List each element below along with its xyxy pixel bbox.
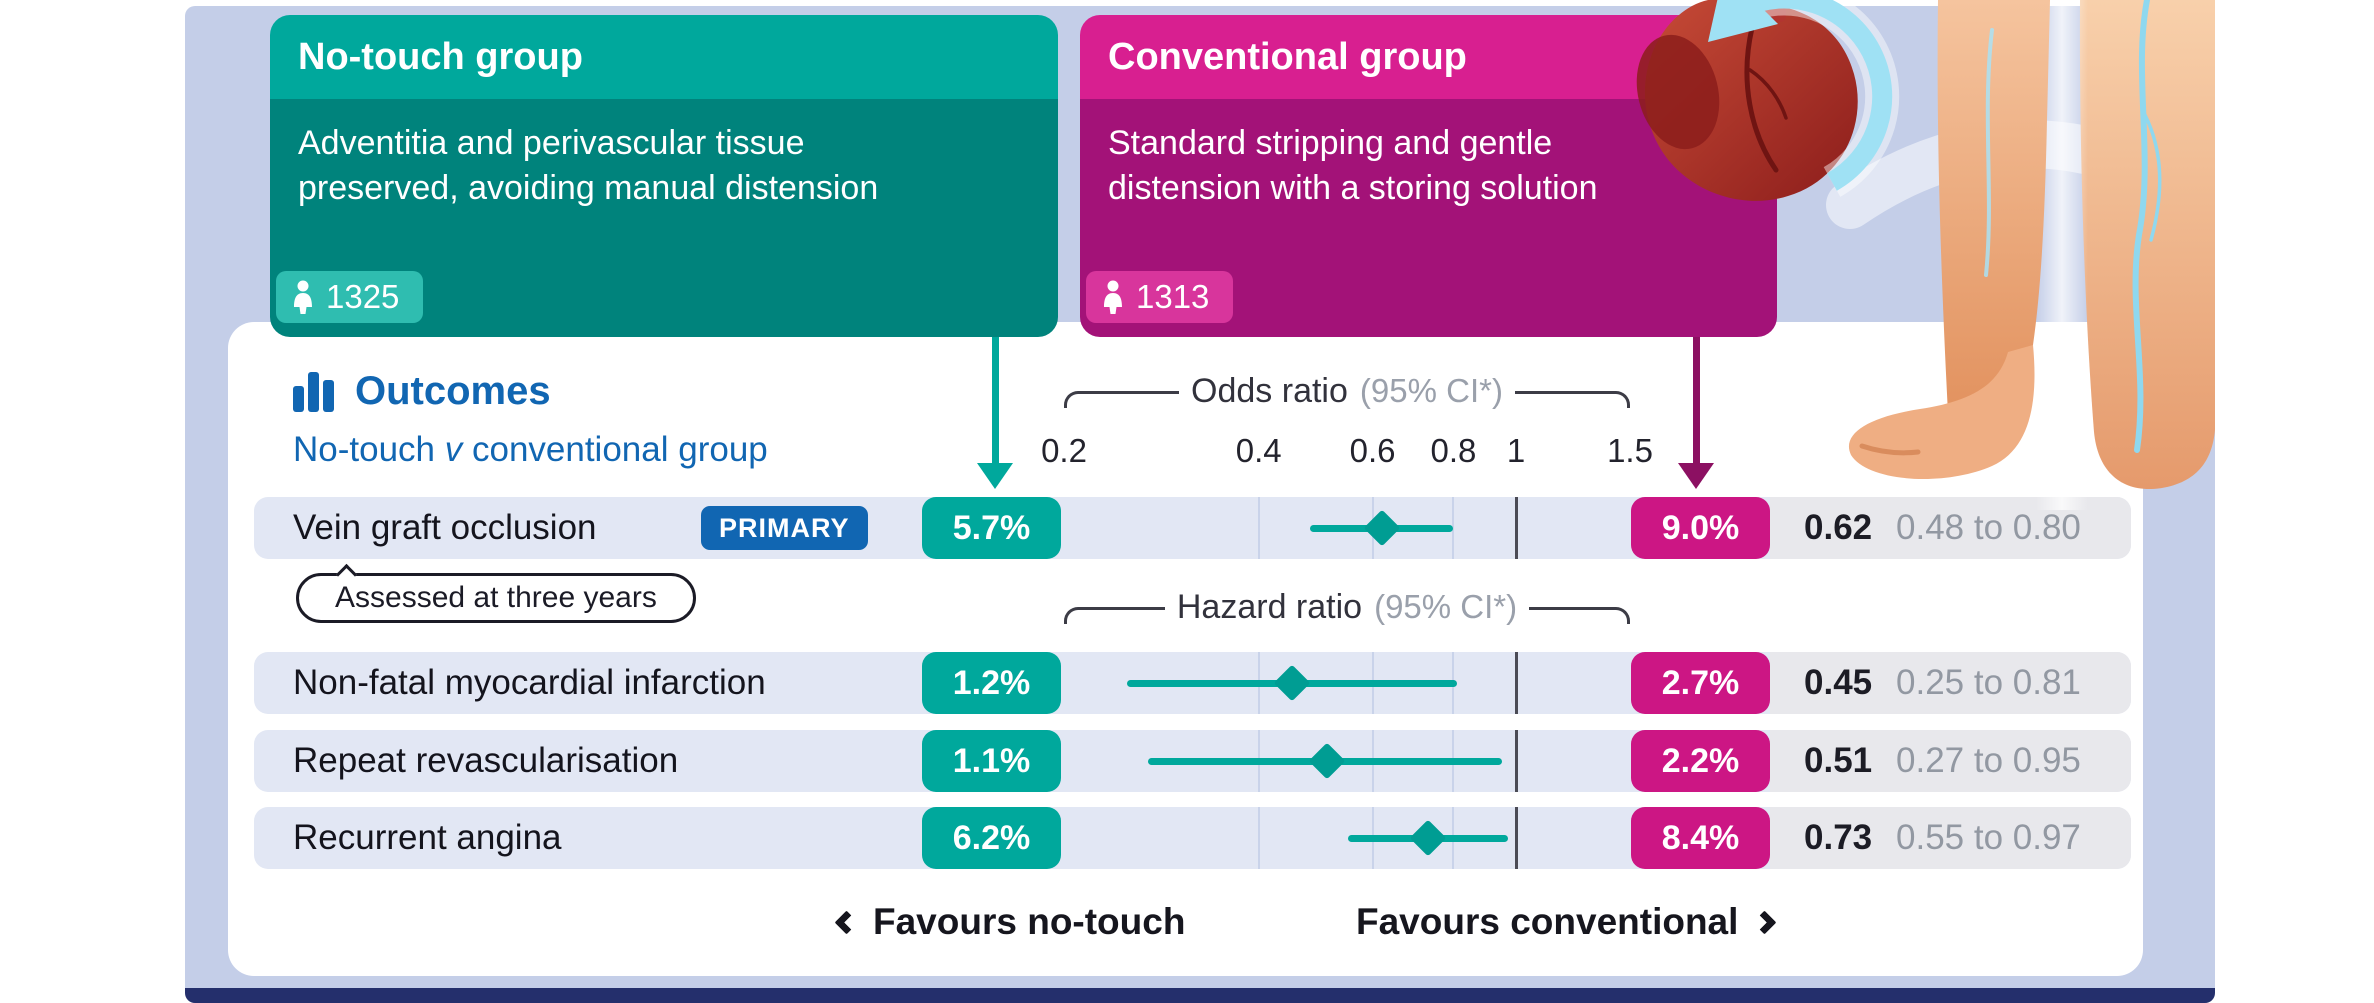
estimate-value: 0.73: [1804, 818, 1873, 857]
outcome-row-3: Repeat revascularisation 1.1% 2.2% 0.51 0.27…: [254, 730, 2131, 792]
odds-ratio-label: Odds ratio: [1191, 371, 1348, 410]
person-icon: [294, 280, 312, 314]
no-touch-group-header: No-touch group: [270, 15, 1058, 99]
estimate-diamond: [1308, 742, 1346, 780]
arrow-head: [977, 463, 1013, 489]
arrow-head: [1678, 463, 1714, 489]
outcome-label: Non-fatal myocardial infarction: [293, 663, 766, 702]
assessment-note-text: Assessed at three years: [335, 581, 657, 614]
conventional-group-card: Conventional group Standard stripping an…: [1080, 15, 1777, 337]
odds-ratio-header: Odds ratio (95% CI*): [1064, 369, 1630, 413]
conventional-group-title: Conventional group: [1108, 35, 1467, 78]
outcome-label: Vein graft occlusion: [293, 508, 597, 547]
favours-no-touch-text: Favours no-touch: [873, 901, 1186, 942]
null-line: [1514, 730, 1518, 792]
confidence-interval-value: 0.25 to 0.81: [1896, 663, 2081, 702]
gridline: [1257, 497, 1260, 559]
no-touch-arrow-icon: [977, 337, 1013, 489]
estimate-background: [1770, 730, 2131, 792]
estimate-value: 0.62: [1804, 508, 1873, 547]
estimate-background: [1770, 652, 2131, 714]
odds-ratio-ci-label: (95% CI*): [1359, 372, 1503, 409]
person-icon: [1104, 280, 1122, 314]
arrow-shaft: [991, 337, 999, 463]
favours-conventional-text: Favours conventional: [1356, 901, 1739, 942]
conventional-count: 1313: [1136, 278, 1210, 315]
null-line: [1514, 652, 1518, 714]
null-line: [1514, 497, 1518, 559]
conventional-arrow-icon: [1678, 337, 1714, 489]
no-touch-percent-pill: 5.7%: [922, 497, 1061, 559]
conventional-group-header: Conventional group: [1080, 15, 1777, 99]
outcomes-title: Outcomes: [355, 368, 551, 413]
outcome-label: Repeat revascularisation: [293, 741, 679, 780]
estimate-diamond: [1273, 664, 1311, 702]
gridline: [1257, 807, 1260, 869]
conventional-group-body: Standard stripping and gentle distension…: [1080, 99, 1777, 337]
no-touch-count: 1325: [326, 278, 400, 315]
primary-badge: PRIMARY: [701, 506, 868, 550]
estimate-value: 0.51: [1804, 741, 1873, 780]
favours-no-touch-label: Favours no-touch: [834, 899, 1186, 945]
chevron-right-icon: [1752, 909, 1777, 935]
outcome-row-2: Non-fatal myocardial infarction 1.2% 2.7% 0…: [254, 652, 2131, 714]
conventional-group-description: Standard stripping and gentle distension…: [1108, 124, 1598, 207]
conventional-count-badge: 1313: [1086, 271, 1234, 323]
estimate-diamond: [1363, 509, 1401, 547]
confidence-interval-value: 0.55 to 0.97: [1896, 818, 2081, 857]
no-touch-percent-pill: 6.2%: [922, 807, 1061, 869]
outcomes-heading: Outcomes: [293, 369, 551, 413]
chevron-left-icon: [834, 909, 859, 935]
subheading-prefix: No-touch: [293, 430, 445, 469]
assessment-note: Assessed at three years: [296, 563, 696, 623]
confidence-interval-value: 0.48 to 0.80: [1896, 508, 2081, 547]
conventional-percent-pill: 2.2%: [1631, 730, 1770, 792]
comparison-subheading: No-touch v conventional group: [293, 428, 768, 472]
no-touch-count-badge: 1325: [276, 271, 424, 323]
bracket-right-icon: [1529, 606, 1630, 624]
outcome-row-1: Vein graft occlusion PRIMARY 5.7% 9.0% 0.62 0…: [254, 497, 2131, 559]
bar-chart-icon: [293, 372, 334, 412]
conventional-percent-pill: 8.4%: [1631, 807, 1770, 869]
hazard-ratio-label: Hazard ratio: [1176, 587, 1363, 626]
conventional-percent-pill: 9.0%: [1631, 497, 1770, 559]
favours-conventional-label: Favours conventional: [1356, 899, 1777, 945]
no-touch-group-card: No-touch group Adventitia and perivascul…: [270, 15, 1058, 337]
gridline: [1452, 497, 1455, 559]
subheading-suffix: conventional group: [462, 430, 768, 469]
hazard-ratio-header: Hazard ratio (95% CI*): [1064, 585, 1630, 629]
no-touch-percent-pill: 1.2%: [922, 652, 1061, 714]
bracket-left-icon: [1064, 390, 1180, 408]
estimate-value: 0.45: [1804, 663, 1873, 702]
null-line: [1514, 807, 1518, 869]
outcome-label: Recurrent angina: [293, 818, 562, 857]
outcome-row-4: Recurrent angina 6.2% 8.4% 0.73 0.55 to 0.97: [254, 807, 2131, 869]
estimate-background: [1770, 807, 2131, 869]
no-touch-group-description: Adventitia and perivascular tissue prese…: [298, 124, 879, 207]
conventional-percent-pill: 2.7%: [1631, 652, 1770, 714]
bracket-right-icon: [1514, 390, 1630, 408]
subheading-versus: v: [444, 430, 463, 469]
no-touch-percent-pill: 1.1%: [922, 730, 1061, 792]
hazard-ratio-ci-label: (95% CI*): [1374, 588, 1518, 625]
estimate-diamond: [1409, 819, 1447, 857]
arrow-shaft: [1692, 337, 1700, 463]
bracket-left-icon: [1064, 606, 1165, 624]
no-touch-group-body: Adventitia and perivascular tissue prese…: [270, 99, 1058, 337]
no-touch-group-title: No-touch group: [298, 35, 583, 78]
bottom-accent-bar: [185, 988, 2215, 1003]
confidence-interval-value: 0.27 to 0.95: [1896, 741, 2081, 780]
